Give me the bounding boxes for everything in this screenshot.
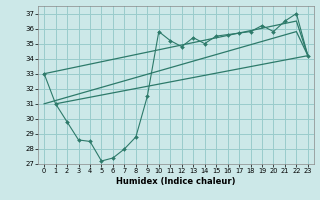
X-axis label: Humidex (Indice chaleur): Humidex (Indice chaleur)	[116, 177, 236, 186]
